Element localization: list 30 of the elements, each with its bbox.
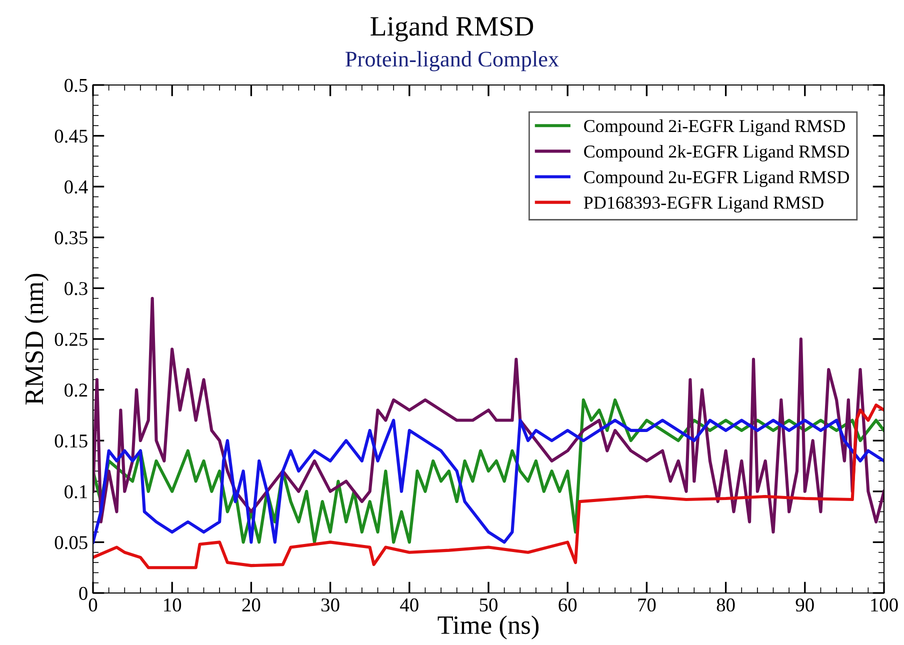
legend-label: Compound 2u-EGFR Ligand RMSD (584, 170, 849, 187)
chart-subtitle: Protein-ligand Complex (346, 51, 559, 72)
x-tick-label: 70 (638, 598, 656, 612)
y-tick-label: 0.35 (54, 231, 88, 244)
y-tick-label: 0.4 (64, 180, 88, 194)
x-axis-title: Time (ns) (438, 615, 539, 640)
x-tick-label: 40 (400, 598, 418, 612)
x-tick-label: 10 (164, 598, 182, 612)
y-tick-label: 0.3 (64, 282, 88, 296)
x-tick-label: 20 (242, 598, 260, 612)
y-tick-label: 0.45 (54, 130, 88, 143)
x-tick-label: 80 (716, 598, 735, 612)
x-tick-label: 30 (322, 598, 340, 612)
x-tick-label: 60 (558, 598, 577, 612)
x-tick-label: 0 (88, 598, 98, 612)
legend-label: Compound 2i-EGFR Ligand RMSD (584, 119, 845, 136)
y-tick-label: 0.15 (54, 434, 88, 448)
x-tick-label: 100 (871, 598, 898, 612)
y-tick-label: 0.05 (54, 536, 88, 550)
y-tick-label: 0.25 (54, 332, 88, 346)
x-tick-label: 50 (480, 598, 498, 612)
legend-label: Compound 2k-EGFR Ligand RMSD (584, 144, 849, 162)
y-tick-label: 0.5 (64, 78, 88, 92)
x-tick-label: 90 (796, 598, 814, 612)
y-tick-label: 0.1 (64, 485, 87, 498)
y-axis-title: RMSD (nm) (24, 274, 49, 405)
y-tick-label: 0 (79, 586, 88, 600)
chart-title: Ligand RMSD (370, 16, 534, 42)
legend-label: PD168393-EGFR Ligand RMSD (584, 196, 824, 213)
y-tick-label: 0.2 (64, 384, 88, 397)
